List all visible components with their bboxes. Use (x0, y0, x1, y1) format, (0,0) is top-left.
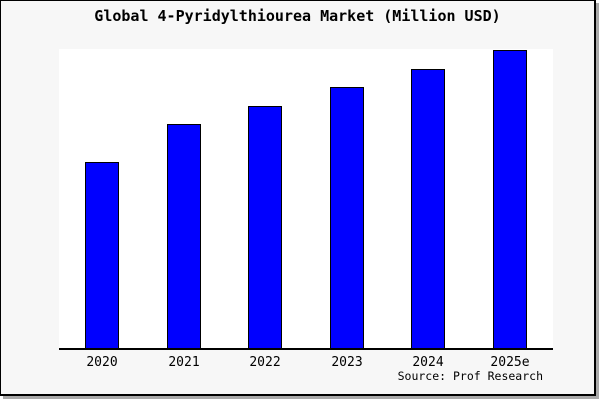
x-tick-label-2021: 2021 (168, 355, 200, 370)
bar-2020 (85, 162, 119, 348)
bar-2021 (167, 124, 201, 348)
x-tick-label-2023: 2023 (331, 355, 363, 370)
x-tick-label-2022: 2022 (249, 355, 281, 370)
source-credit: Source: Prof Research (397, 369, 543, 383)
x-tick-label-2024: 2024 (412, 355, 444, 370)
bar-2024 (411, 69, 445, 348)
bar-2025e (493, 50, 527, 348)
bar-2022 (248, 106, 282, 348)
x-tick-label-2025e: 2025e (490, 355, 530, 370)
plot-area (59, 49, 553, 350)
x-axis-labels: 2020 2021 2022 2023 2024 2025e (1, 355, 594, 371)
x-tick-label-2020: 2020 (86, 355, 118, 370)
bar-2023 (330, 87, 364, 348)
chart-title: Global 4-Pyridylthiourea Market (Million… (94, 7, 501, 25)
